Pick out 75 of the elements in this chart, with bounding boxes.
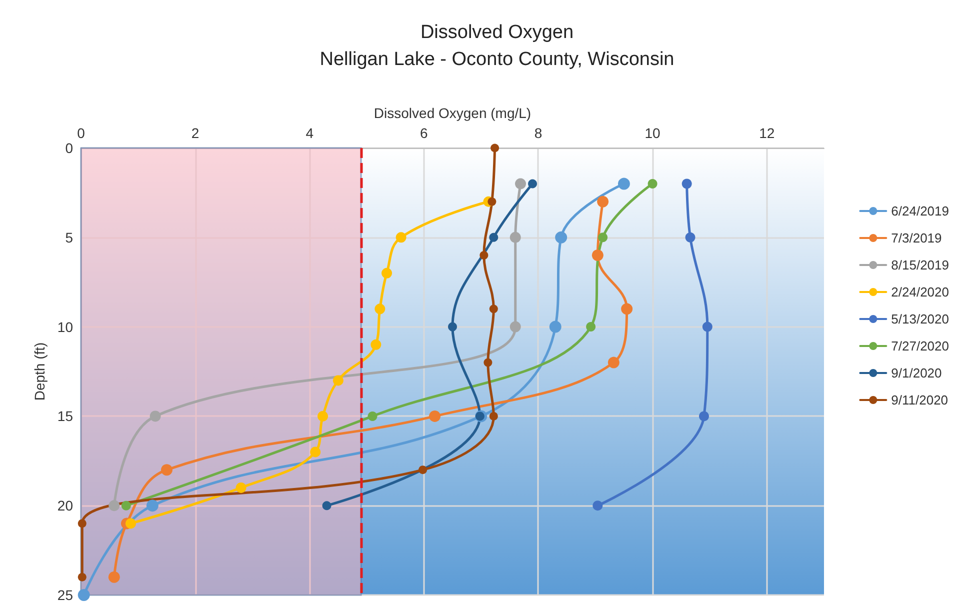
point [236, 482, 246, 493]
y-axis-title: Depth (ft) [32, 342, 48, 401]
point [555, 231, 568, 244]
point [429, 410, 441, 422]
point [597, 196, 609, 208]
point [310, 446, 321, 458]
legend-label: 7/27/2020 [891, 338, 950, 354]
point [374, 304, 386, 314]
point [332, 375, 344, 386]
point [108, 571, 120, 583]
point [592, 500, 603, 511]
y-tick-label: 0 [65, 140, 74, 156]
x-tick-label: 0 [77, 125, 86, 141]
point [685, 232, 696, 242]
legend-label: 5/13/2020 [891, 312, 950, 326]
point [598, 232, 608, 242]
y-tick-label: 10 [57, 318, 74, 335]
point [586, 322, 596, 332]
point [618, 178, 630, 190]
point [510, 232, 521, 243]
point [368, 411, 378, 421]
x-tick-label: 6 [420, 125, 428, 141]
point [382, 268, 392, 278]
point [125, 518, 136, 529]
point [396, 232, 406, 243]
point [488, 197, 496, 206]
x-tick-label: 2 [191, 125, 200, 141]
point [150, 410, 161, 422]
point [621, 303, 633, 315]
point [648, 179, 658, 189]
point [484, 358, 492, 367]
legend-label: 9/1/2020 [891, 366, 942, 380]
point [418, 466, 428, 474]
point [78, 519, 86, 528]
point [108, 500, 120, 512]
point [480, 251, 488, 260]
point [549, 320, 562, 333]
point [489, 232, 498, 242]
point [592, 250, 604, 262]
x-axis-title: Dissolved Oxygen (mg/L) [374, 105, 532, 121]
legend-label: 8/15/2019 [891, 258, 950, 272]
point [160, 464, 172, 476]
chart-title: Dissolved Oxygen [420, 22, 574, 43]
y-tick-label: 25 [57, 587, 74, 603]
point [702, 322, 712, 332]
x-tick-label: 10 [644, 125, 661, 141]
point [608, 356, 620, 368]
point [489, 412, 498, 420]
point [146, 500, 158, 512]
legend-label: 7/3/2019 [891, 230, 942, 246]
point [78, 572, 86, 582]
x-tick-label: 8 [534, 125, 542, 141]
legend-label: 9/11/2020 [891, 392, 948, 408]
point [489, 304, 498, 314]
point [528, 179, 538, 188]
y-tick-label: 15 [57, 408, 74, 424]
point [318, 410, 328, 422]
chart-subtitle: Nelligan Lake - Oconto County, Wisconsin [320, 49, 674, 70]
legend-label: 6/24/2019 [891, 204, 950, 218]
legend-label: 2/24/2020 [891, 284, 950, 300]
point [322, 501, 332, 510]
point [515, 178, 526, 190]
y-tick-label: 5 [65, 229, 74, 246]
point [78, 589, 90, 601]
x-tick-label: 4 [306, 125, 314, 141]
point [475, 412, 484, 421]
point [510, 321, 521, 332]
point [698, 411, 709, 422]
y-tick-label: 20 [57, 498, 74, 514]
point [370, 339, 382, 350]
point [682, 178, 692, 189]
x-tick-label: 12 [759, 125, 775, 141]
point [121, 500, 131, 510]
point [448, 322, 457, 332]
point [490, 144, 500, 152]
